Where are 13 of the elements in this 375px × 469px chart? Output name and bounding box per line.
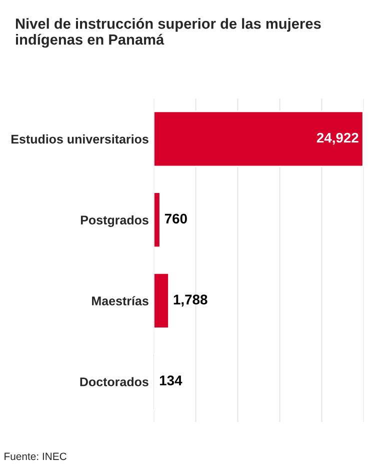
source-note: Fuente: INEC [4,452,66,460]
data-label: 1,788 [174,294,208,306]
bar [154,272,170,329]
bar [154,110,364,168]
y-tick-label: Estudios universitarios [12,134,148,144]
data-label: 134 [160,376,182,386]
chart-title: Nivel de instrucción superior de las mujeres indígenas en Panamá [16,18,321,48]
y-tick-label: Postgrados [80,215,148,228]
data-label: 24,922 [316,132,358,145]
data-label: 760 [164,214,187,224]
bar [154,192,161,248]
y-tick-label: Doctorados [80,377,148,386]
y-tick-label: Maestrías [92,296,148,306]
